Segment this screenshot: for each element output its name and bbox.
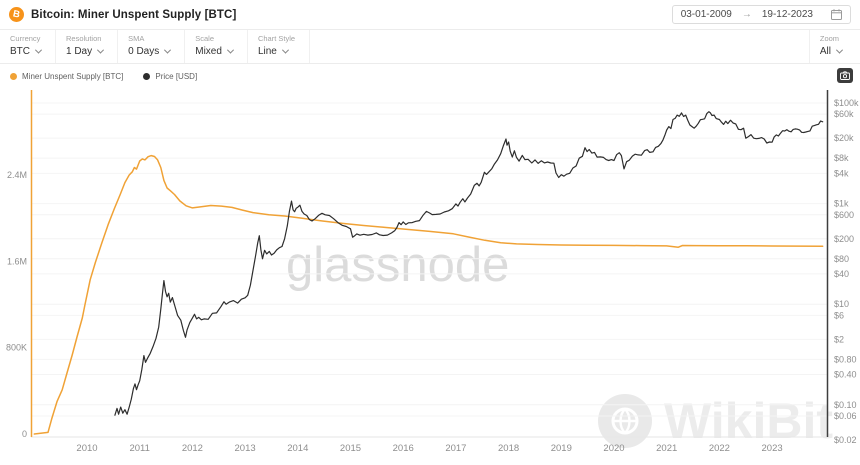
chevron-down-icon [97,46,105,54]
x-axis-label: 2020 [603,443,624,454]
legend-label: Miner Unspent Supply [BTC] [22,71,124,81]
control-label: Zoom [819,34,840,43]
control-label: Currency [10,34,41,43]
chevron-down-icon [164,46,172,54]
x-axis-label: 2014 [287,443,308,454]
control-currency[interactable]: Currency BTC [0,30,56,63]
control-value: Line [257,46,277,57]
control-label: Resolution [66,34,102,43]
wikibit-watermark-text: WikiBit [664,393,833,449]
control-value: Mixed [195,46,222,57]
y-axis-right-label: $200 [834,234,854,244]
wikibit-logo-icon [598,394,652,448]
y-axis-left-label: 800K [6,343,27,353]
legend-dot-icon [143,72,151,80]
legend-label: Price [USD] [155,71,198,81]
glassnode-watermark: glassnode [286,238,510,292]
y-axis-right-label: $2 [834,334,844,344]
control-label: Chart Style [257,34,296,43]
y-axis-right-label: $80 [834,254,849,264]
camera-icon [840,71,850,80]
y-axis-right-label: $100k [834,98,859,108]
supply-line [33,154,824,435]
x-axis-label: 2022 [709,443,730,454]
control-value: 0 Days [128,46,160,57]
y-axis-right-label: $0.80 [834,354,857,364]
x-axis-label: 2021 [656,443,677,454]
y-axis-right-label: $10 [834,299,849,309]
x-axis-label: 2017 [445,443,466,454]
y-axis-right-label: $0.40 [834,370,857,380]
header: B Bitcoin: Miner Unspent Supply [BTC] 03… [0,0,860,30]
control-value: BTC [10,46,30,57]
y-axis-right-label: $0.10 [834,400,857,410]
date-arrow-icon: → [741,9,752,20]
y-axis-right-label: $0.02 [834,435,857,445]
wikibit-watermark: WikiBit [598,392,833,450]
y-axis-right-label: $40 [834,269,849,279]
y-axis-right-label: $1k [834,199,849,209]
x-axis-label: 2016 [393,443,414,454]
legend: Miner Unspent Supply [BTC] Price [USD] [0,64,860,88]
calendar-icon[interactable] [831,9,842,20]
y-axis-right-label: $6 [834,310,844,320]
chevron-down-icon [835,46,844,54]
y-axis-right-label: $60k [834,109,854,119]
control-label: SMA [128,34,145,43]
y-axis-left-label: 1.6M [7,256,27,266]
control-value: 1 Day [66,46,93,57]
toolbar: Currency BTC Resolution 1 Day SMA 0 Days Scale… [0,30,860,64]
y-axis-right-label: $0.06 [834,411,857,421]
x-axis-label: 2012 [182,443,203,454]
control-sma[interactable]: SMA 0 Days [118,30,186,63]
screenshot-button[interactable] [837,68,853,83]
y-axis-right-label: $8k [834,153,849,163]
x-axis-label: 2019 [551,443,572,454]
chevron-down-icon [34,46,43,54]
control-chart-style[interactable]: Chart Style Line [248,30,311,63]
toolbar-controls: Currency BTC Resolution 1 Day SMA 0 Days Scale… [0,30,311,63]
y-axis-left-label: 0 [22,429,27,439]
date-from-input[interactable]: 03-01-2009 [680,9,732,20]
y-axis-right-label: $600 [834,210,854,220]
date-to-input[interactable]: 19-12-2023 [761,9,813,20]
x-axis-label: 2023 [762,443,783,454]
bitcoin-icon: B [9,7,24,22]
page-title: Bitcoin: Miner Unspent Supply [BTC] [31,8,237,21]
y-axis-right-label: $4k [834,168,849,178]
control-label: Scale [195,34,215,43]
x-axis-label: 2010 [76,443,97,454]
x-axis-label: 2018 [498,443,519,454]
legend-item[interactable]: Miner Unspent Supply [BTC] [10,72,123,81]
y-axis-left-label: 2.4M [7,170,27,180]
legend-item[interactable]: Price [USD] [143,72,197,81]
control-scale[interactable]: Scale Mixed [185,30,248,63]
chevron-down-icon [281,46,289,54]
chevron-down-icon [226,46,234,54]
control-value: All [819,46,831,57]
control-zoom[interactable]: Zoom All [808,30,860,63]
y-axis-right-label: $20k [834,133,854,143]
x-axis-label: 2011 [129,443,149,454]
x-axis-label: 2013 [235,443,256,454]
control-resolution[interactable]: Resolution 1 Day [56,30,119,63]
date-range-picker[interactable]: 03-01-2009 → 19-12-2023 [671,5,851,24]
x-axis-label: 2015 [340,443,361,454]
price-line [114,111,824,416]
legend-dot-icon [10,72,17,80]
